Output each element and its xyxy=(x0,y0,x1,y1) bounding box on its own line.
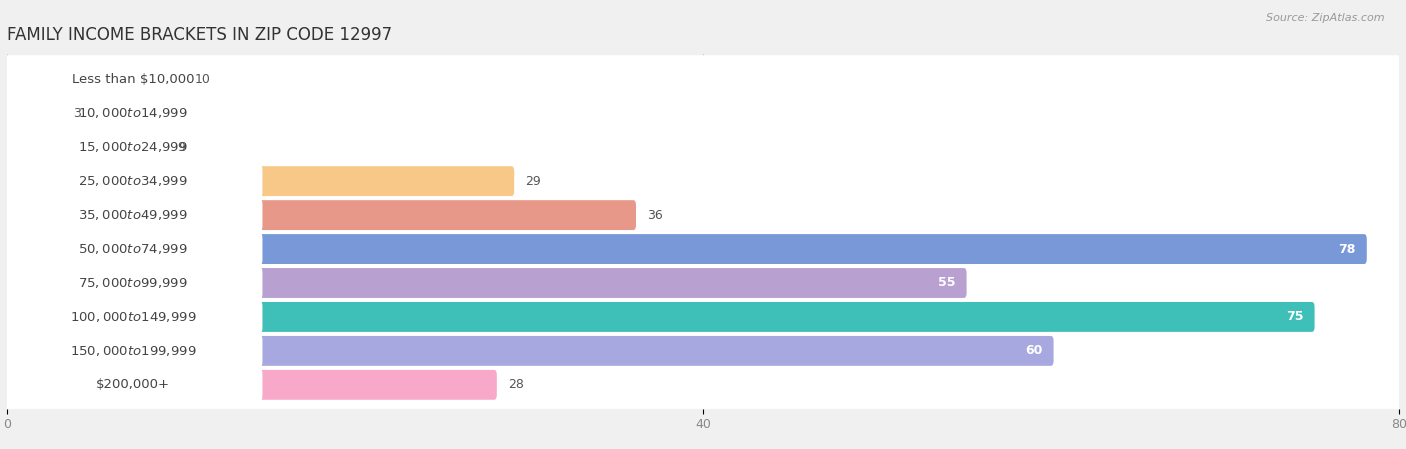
FancyBboxPatch shape xyxy=(1,361,1405,409)
Text: $10,000 to $14,999: $10,000 to $14,999 xyxy=(79,106,188,120)
Text: 28: 28 xyxy=(508,379,524,392)
FancyBboxPatch shape xyxy=(4,132,166,162)
Text: $100,000 to $149,999: $100,000 to $149,999 xyxy=(70,310,197,324)
Text: FAMILY INCOME BRACKETS IN ZIP CODE 12997: FAMILY INCOME BRACKETS IN ZIP CODE 12997 xyxy=(7,26,392,44)
Text: 36: 36 xyxy=(647,209,664,222)
FancyBboxPatch shape xyxy=(4,368,263,401)
FancyBboxPatch shape xyxy=(1,259,1405,307)
FancyBboxPatch shape xyxy=(4,336,1053,366)
Text: $25,000 to $34,999: $25,000 to $34,999 xyxy=(79,174,188,188)
FancyBboxPatch shape xyxy=(4,198,263,232)
FancyBboxPatch shape xyxy=(1,123,1405,172)
FancyBboxPatch shape xyxy=(4,302,1315,332)
FancyBboxPatch shape xyxy=(4,370,496,400)
FancyBboxPatch shape xyxy=(4,63,263,96)
FancyBboxPatch shape xyxy=(4,233,263,266)
Text: Source: ZipAtlas.com: Source: ZipAtlas.com xyxy=(1267,13,1385,23)
Text: $200,000+: $200,000+ xyxy=(96,379,170,392)
Text: $15,000 to $24,999: $15,000 to $24,999 xyxy=(79,140,188,154)
Text: 9: 9 xyxy=(177,141,186,154)
FancyBboxPatch shape xyxy=(4,131,263,164)
Text: $35,000 to $49,999: $35,000 to $49,999 xyxy=(79,208,188,222)
Text: 78: 78 xyxy=(1339,242,1355,255)
Text: $75,000 to $99,999: $75,000 to $99,999 xyxy=(79,276,188,290)
Text: 29: 29 xyxy=(526,175,541,188)
FancyBboxPatch shape xyxy=(1,191,1405,239)
Text: 60: 60 xyxy=(1025,344,1042,357)
FancyBboxPatch shape xyxy=(4,334,263,368)
FancyBboxPatch shape xyxy=(4,234,1367,264)
Text: 10: 10 xyxy=(195,73,211,86)
Text: 55: 55 xyxy=(938,277,955,290)
FancyBboxPatch shape xyxy=(1,293,1405,341)
FancyBboxPatch shape xyxy=(4,64,184,94)
FancyBboxPatch shape xyxy=(4,300,263,334)
Text: 3: 3 xyxy=(73,107,82,120)
Text: $50,000 to $74,999: $50,000 to $74,999 xyxy=(79,242,188,256)
FancyBboxPatch shape xyxy=(1,327,1405,375)
FancyBboxPatch shape xyxy=(4,164,263,198)
FancyBboxPatch shape xyxy=(1,157,1405,205)
Text: Less than $10,000: Less than $10,000 xyxy=(72,73,194,86)
FancyBboxPatch shape xyxy=(4,98,62,128)
FancyBboxPatch shape xyxy=(4,166,515,196)
FancyBboxPatch shape xyxy=(1,89,1405,137)
FancyBboxPatch shape xyxy=(4,268,966,298)
FancyBboxPatch shape xyxy=(4,200,636,230)
Text: 75: 75 xyxy=(1285,310,1303,323)
FancyBboxPatch shape xyxy=(4,97,263,130)
FancyBboxPatch shape xyxy=(1,55,1405,103)
Text: $150,000 to $199,999: $150,000 to $199,999 xyxy=(70,344,197,358)
FancyBboxPatch shape xyxy=(4,266,263,299)
FancyBboxPatch shape xyxy=(1,225,1405,273)
